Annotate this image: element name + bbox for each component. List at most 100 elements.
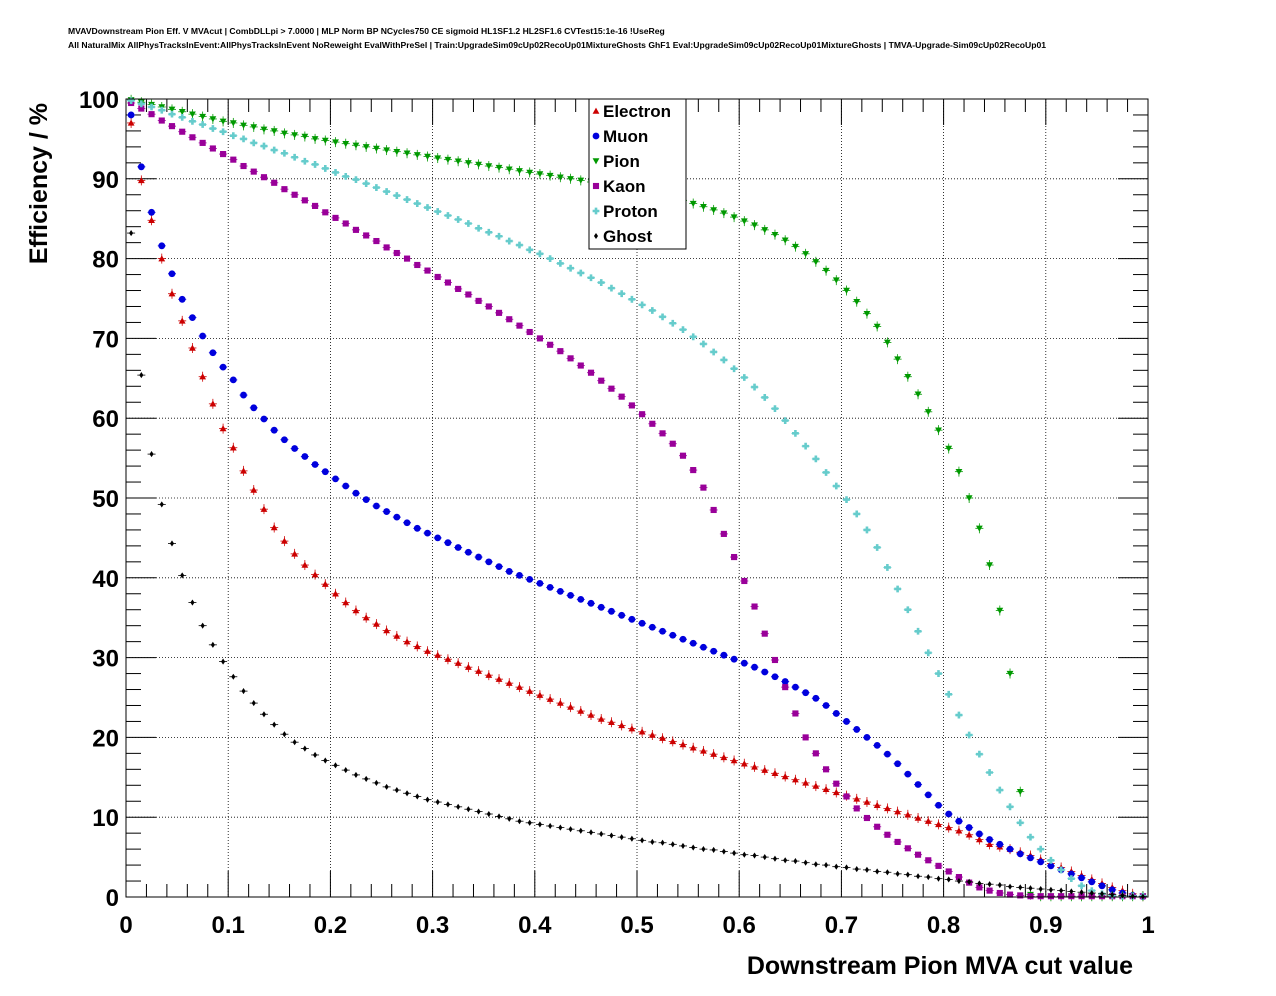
data-point [853, 726, 861, 733]
data-point [986, 836, 993, 843]
data-point [372, 145, 380, 152]
data-point [924, 817, 932, 824]
data-point [812, 782, 820, 789]
data-point [873, 544, 881, 551]
data-point [628, 295, 636, 303]
data-point [312, 202, 319, 209]
data-point [485, 163, 493, 170]
data-point [740, 374, 748, 381]
data-point [955, 817, 963, 825]
data-point [485, 558, 493, 566]
data-point [965, 831, 973, 838]
data-point [260, 174, 268, 181]
data-point [710, 750, 718, 757]
data-point [516, 241, 523, 249]
data-point [924, 649, 932, 657]
data-point [199, 373, 207, 380]
data-point [659, 313, 666, 321]
data-point [924, 409, 932, 416]
data-point [793, 858, 798, 865]
data-point [352, 176, 360, 183]
data-point [874, 823, 881, 830]
data-point [475, 297, 482, 304]
data-point [1016, 850, 1024, 858]
data-point [802, 689, 810, 697]
data-point [342, 599, 350, 606]
series-muon [127, 111, 1147, 901]
data-point [353, 771, 358, 778]
data-point [413, 200, 421, 207]
data-point [690, 467, 697, 474]
data-point [1048, 886, 1053, 893]
data-point [1108, 886, 1116, 894]
y-axis-title: Efficiency / % [25, 103, 53, 264]
data-point [751, 222, 758, 229]
data-point [730, 757, 738, 764]
data-point [517, 818, 522, 825]
data-point [853, 795, 861, 802]
data-point [577, 707, 585, 714]
data-point [270, 128, 278, 135]
data-point [526, 246, 534, 254]
data-point [640, 837, 645, 844]
data-point [689, 744, 697, 751]
header-line-1: MVAVDownstream Pion Eff. V MVAcut | Comb… [68, 26, 665, 36]
data-point [628, 615, 636, 623]
data-point [792, 243, 799, 251]
data-point [179, 128, 186, 135]
data-point [567, 355, 574, 362]
data-point [496, 813, 502, 820]
data-point [342, 173, 350, 180]
data-point [189, 111, 196, 118]
data-point [832, 277, 840, 284]
data-point [485, 303, 492, 310]
data-point [996, 889, 1003, 897]
data-point [292, 739, 297, 746]
data-point [619, 834, 624, 841]
data-point [975, 836, 983, 843]
data-point [1038, 885, 1043, 893]
data-point [149, 451, 154, 458]
data-point [587, 711, 595, 718]
data-point [618, 611, 626, 619]
y-tick-label: 10 [92, 805, 119, 832]
x-tick-label: 0.7 [825, 912, 858, 939]
data-point [803, 859, 808, 866]
data-point [321, 468, 329, 476]
data-point [1018, 884, 1023, 891]
data-point [659, 734, 666, 741]
data-point [1047, 862, 1055, 870]
x-tick-label: 0.4 [518, 912, 552, 939]
data-point [466, 806, 471, 813]
legend: Electron Muon Pion Kaon Proton Ghost [588, 98, 687, 250]
y-tick-label: 30 [92, 646, 119, 673]
data-point [648, 307, 656, 314]
data-point [301, 157, 309, 165]
data-point [863, 798, 871, 805]
data-point [701, 846, 706, 853]
data-point [700, 747, 707, 754]
data-point [740, 218, 748, 225]
data-point [168, 106, 176, 113]
data-point [363, 232, 370, 239]
data-point [475, 161, 482, 168]
data-point [1006, 891, 1014, 898]
data-point [415, 793, 420, 800]
data-point [894, 585, 902, 593]
data-point [332, 139, 339, 146]
data-point [127, 111, 135, 119]
data-point [843, 718, 850, 725]
data-point [833, 780, 840, 787]
data-point [190, 599, 195, 606]
data-point [342, 140, 350, 148]
data-point [812, 750, 819, 757]
data-point [219, 118, 227, 125]
data-point [945, 868, 952, 875]
data-point [669, 319, 677, 327]
data-point [229, 376, 237, 384]
data-point [281, 130, 288, 137]
data-point [863, 734, 871, 741]
data-point [1017, 892, 1024, 899]
data-point [456, 803, 461, 810]
